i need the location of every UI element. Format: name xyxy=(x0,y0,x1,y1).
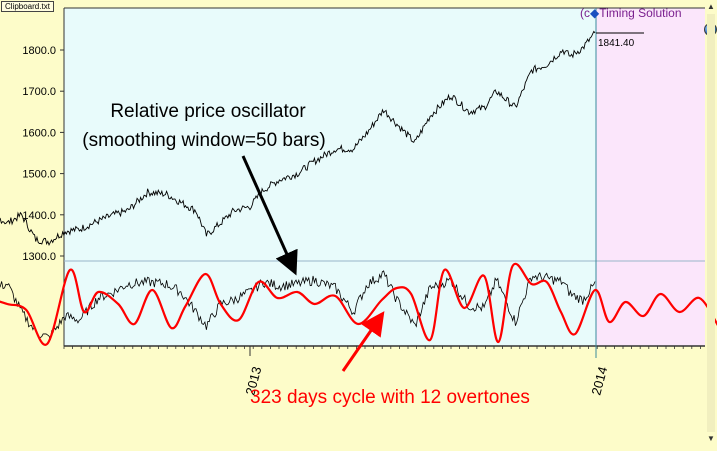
annotation-arrow-cycle xyxy=(341,311,385,372)
annotation-cycle: 323 days cycle with 12 overtones xyxy=(250,387,530,408)
price-series-line xyxy=(0,30,596,247)
brand-prefix: (c xyxy=(580,6,590,20)
brand-label: (c◆Timing Solution xyxy=(580,6,682,20)
diamond-icon: ◆ xyxy=(590,6,600,20)
y-tick-label: 1500.0 xyxy=(22,169,56,181)
y-tick-label: 1700.0 xyxy=(22,86,56,98)
vertical-scrollbar[interactable] xyxy=(707,14,715,432)
arrow-down-icon[interactable]: ▼ xyxy=(707,434,715,443)
y-tick-label: 1800.0 xyxy=(22,45,56,57)
annotation-oscillator-window: (smoothing window=50 bars) xyxy=(82,130,325,151)
forecast-panel xyxy=(596,8,705,346)
x-tick-label: 2014 xyxy=(588,365,610,397)
y-tick-label: 1400.0 xyxy=(22,210,56,222)
brand-text: Timing Solution xyxy=(599,6,682,20)
annotation-arrow-oscillator xyxy=(241,155,298,276)
clipboard-tab[interactable]: Clipboard.txt xyxy=(1,1,54,12)
last-price-label: 1841.40 xyxy=(598,38,635,49)
annotation-oscillator-title: Relative price oscillator xyxy=(110,101,306,122)
x-tick-label: 2013 xyxy=(242,365,264,397)
y-tick-label: 1300.0 xyxy=(22,251,56,263)
cycle-projection-line xyxy=(0,262,717,346)
y-tick-label: 1600.0 xyxy=(22,127,56,139)
arrow-up-icon[interactable]: ▲ xyxy=(707,2,715,11)
